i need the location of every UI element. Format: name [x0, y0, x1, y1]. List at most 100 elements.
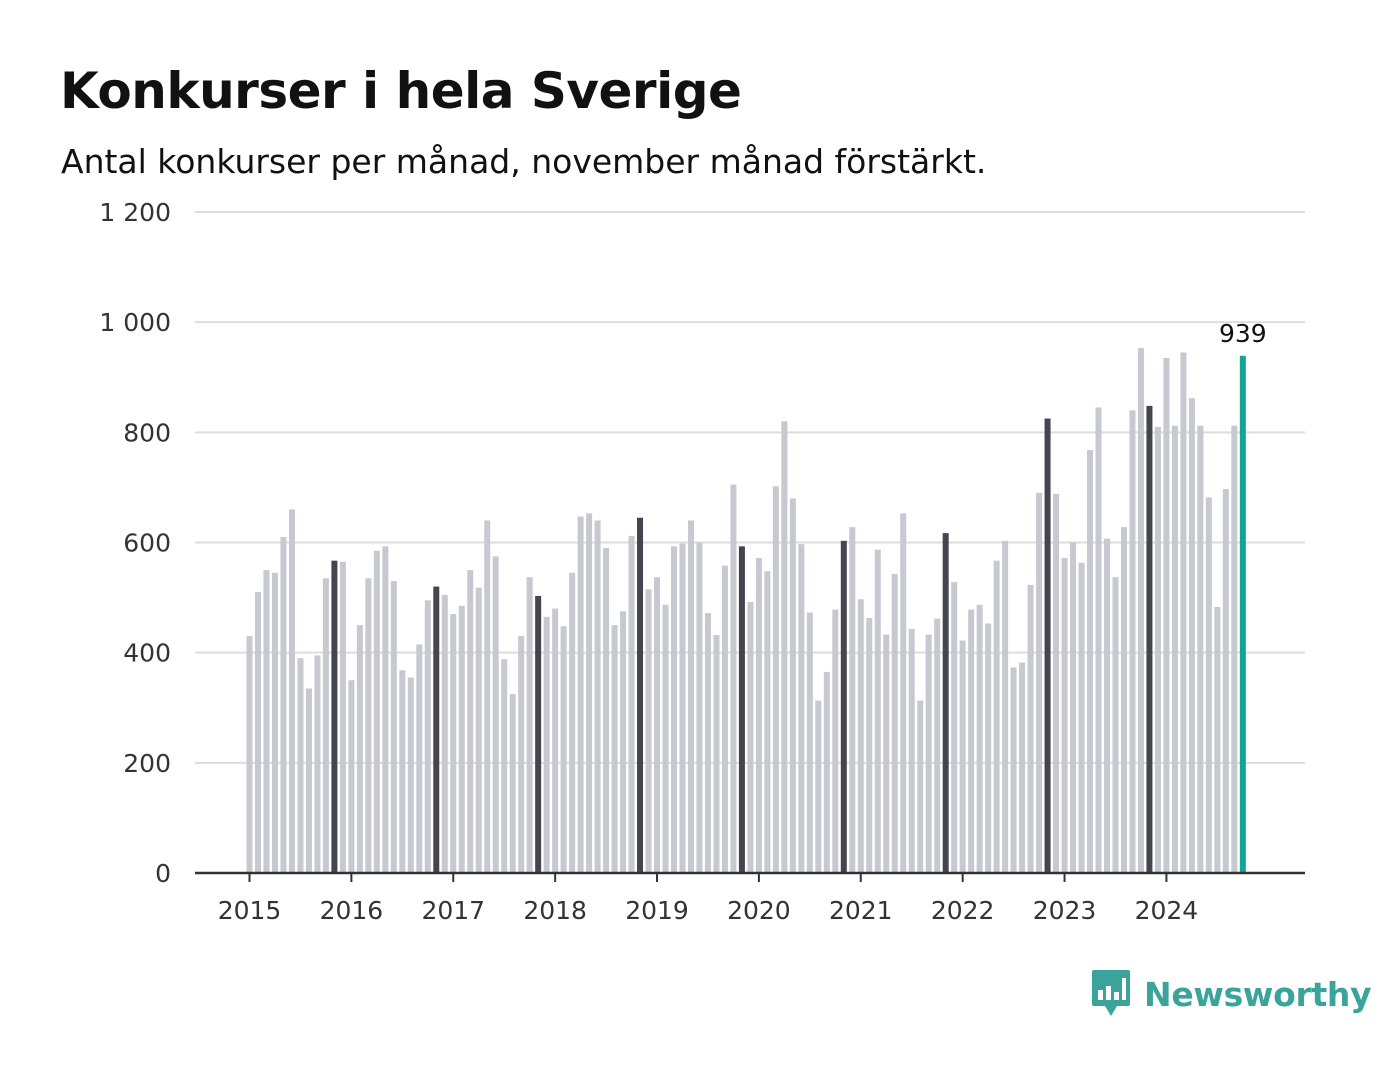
bar-2022-04 [985, 623, 992, 873]
bar-2018-09 [620, 611, 627, 873]
bar-2017-09 [518, 636, 525, 873]
bar-2017-03 [467, 570, 474, 873]
bar-2016-10 [424, 600, 431, 873]
bar-2019-07 [704, 613, 711, 873]
bar-2018-02 [560, 626, 567, 873]
bar-2019-11 [738, 546, 745, 873]
bar-2018-08 [611, 625, 618, 873]
bar-2021-09 [925, 634, 932, 873]
bar-2015-01 [246, 636, 253, 873]
bar-2018-01 [552, 608, 559, 873]
bar-2021-05 [891, 573, 898, 873]
bar-2015-04 [271, 572, 278, 873]
bar-2017-10 [526, 577, 533, 873]
bar-2016-03 [365, 578, 372, 873]
bar-2022-10 [1036, 492, 1043, 873]
x-tick-label: 2019 [625, 896, 689, 925]
bar-2024-08 [1222, 489, 1229, 873]
bar-2021-07 [908, 628, 915, 873]
bar-2023-11 [1146, 405, 1153, 873]
y-tick-label: 0 [155, 859, 171, 888]
bar-2023-10 [1137, 348, 1144, 873]
bar-2021-10 [934, 618, 941, 873]
bar-2018-06 [594, 520, 601, 873]
bar-2019-06 [696, 542, 703, 873]
bar-2015-02 [254, 592, 261, 873]
bar-2015-12 [339, 561, 346, 873]
axes: 0 200 400 600 800 1 000 1 200 2015 2016 2017 2018 2… [99, 198, 1305, 925]
bar-2016-05 [382, 546, 389, 873]
bar-2020-01 [755, 557, 762, 873]
bar-2019-02 [662, 604, 669, 873]
bar-2020-07 [806, 612, 813, 873]
bar-2016-11 [433, 586, 440, 873]
bar-2018-10 [628, 535, 635, 873]
bar-2023-02 [1070, 542, 1077, 873]
bar-2015-10 [322, 578, 329, 873]
bar-2020-08 [815, 700, 822, 873]
bars [246, 348, 1246, 874]
bar-2019-05 [687, 520, 694, 873]
bar-2018-05 [586, 513, 593, 873]
bar-2018-07 [603, 548, 610, 873]
bar-2017-06 [492, 556, 499, 873]
bar-2024-06 [1205, 497, 1212, 873]
x-tick-label: 2020 [727, 896, 791, 925]
bar-2017-11 [535, 595, 542, 873]
bar-2015-09 [314, 655, 321, 873]
bar-2023-07 [1112, 577, 1119, 873]
x-tick-label: 2016 [320, 896, 384, 925]
bar-2019-08 [713, 635, 720, 873]
bar-2023-09 [1129, 410, 1136, 873]
bar-2022-03 [976, 604, 983, 873]
bar-2022-01 [959, 640, 966, 873]
bar-2024-03 [1180, 352, 1187, 873]
bar-2019-12 [747, 601, 754, 873]
chart-title: Konkurser i hela Sverige [60, 62, 742, 120]
y-tick-label: 800 [123, 418, 171, 447]
bar-2015-03 [263, 570, 270, 873]
y-tick-label: 1 200 [99, 198, 171, 227]
bar-2020-05 [789, 498, 796, 873]
bar-2016-08 [407, 677, 414, 873]
bar-2021-08 [917, 700, 924, 873]
bar-2022-08 [1019, 662, 1026, 873]
bar-2016-04 [373, 550, 380, 873]
bar-chart: 0 200 400 600 800 1 000 1 200 2015 2016 2017 2018 2… [99, 198, 1305, 925]
x-tick-label: 2023 [1033, 896, 1097, 925]
bar-2022-06 [1002, 540, 1009, 873]
bar-2015-05 [280, 536, 287, 873]
bar-2023-06 [1103, 538, 1110, 873]
bar-2024-10 [1239, 355, 1246, 874]
x-tick-label: 2018 [523, 896, 587, 925]
bar-2020-11 [840, 540, 847, 873]
bar-2017-02 [458, 605, 465, 873]
y-tick-label: 200 [123, 749, 171, 778]
bar-2022-09 [1027, 584, 1034, 873]
x-tick-label: 2021 [829, 896, 893, 925]
bar-2017-12 [543, 616, 550, 873]
y-tick-label: 600 [123, 529, 171, 558]
bar-2018-12 [645, 589, 652, 873]
bar-2019-01 [654, 577, 661, 873]
bar-2020-04 [781, 421, 788, 873]
bar-2021-02 [866, 617, 873, 873]
bar-2015-06 [288, 509, 295, 873]
bar-2023-05 [1095, 407, 1102, 873]
bar-2016-06 [390, 581, 397, 873]
bar-2023-12 [1154, 426, 1161, 873]
x-tick-label: 2015 [218, 896, 282, 925]
bar-2020-06 [798, 544, 805, 873]
bar-2019-09 [721, 565, 728, 873]
bar-2020-03 [772, 486, 779, 873]
newsworthy-logo: Newsworthy [1090, 968, 1372, 1020]
bar-2022-05 [993, 560, 1000, 873]
bar-2017-07 [501, 659, 508, 873]
bar-2017-01 [450, 614, 457, 873]
bar-2020-02 [764, 571, 771, 873]
bar-2019-10 [730, 484, 737, 873]
bar-2016-02 [356, 625, 363, 873]
bar-2017-08 [509, 693, 516, 873]
chart-subtitle: Antal konkurser per månad, november måna… [61, 142, 987, 181]
bar-2020-12 [849, 527, 856, 873]
